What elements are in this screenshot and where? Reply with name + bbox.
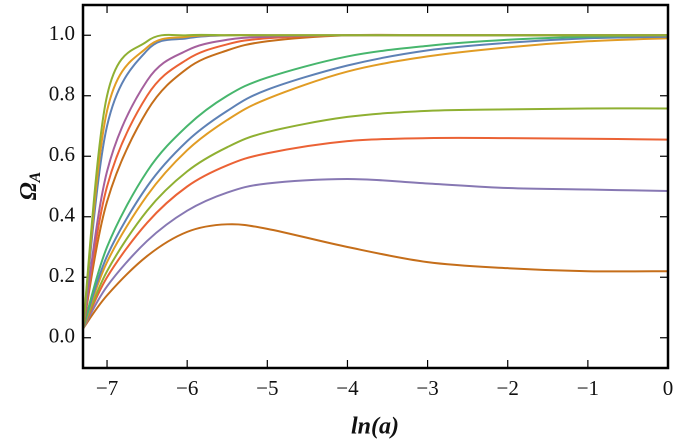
x-tick-label: −2: [497, 376, 519, 400]
curve: [83, 107, 668, 330]
y-tick-label: 1.0: [49, 21, 75, 45]
x-axis-label: ln(a): [351, 414, 399, 440]
curve: [83, 33, 668, 329]
x-tick-label: −5: [256, 376, 278, 400]
curve: [83, 34, 668, 329]
x-tick-label: −7: [96, 376, 118, 400]
curve: [83, 34, 668, 329]
y-label-sub: A: [27, 171, 44, 183]
y-tick-label: 0.8: [49, 82, 75, 106]
x-tick-label: −3: [416, 376, 438, 400]
curve: [83, 33, 668, 329]
curve: [83, 136, 668, 330]
curve: [83, 37, 668, 330]
curve: [83, 35, 668, 329]
y-tick-label: 0.4: [49, 203, 76, 227]
y-axis-label: ΩA: [16, 171, 44, 200]
x-tick-label: −1: [577, 376, 599, 400]
y-tick-label: 0.2: [49, 263, 75, 287]
y-tick-label: 0.0: [49, 324, 75, 348]
curve: [83, 34, 668, 329]
curve: [83, 223, 668, 330]
curve: [83, 177, 668, 330]
y-axis-symbol: ΩA: [16, 171, 44, 200]
curve: [83, 34, 668, 329]
y-tick-label: 0.6: [49, 142, 75, 166]
y-label-main: Ω: [16, 182, 42, 200]
x-tick-label: −4: [336, 376, 359, 400]
x-tick-label: 0: [663, 376, 674, 400]
curve: [83, 34, 668, 329]
plot-frame: [81, 3, 670, 370]
x-tick-label: −6: [176, 376, 198, 400]
